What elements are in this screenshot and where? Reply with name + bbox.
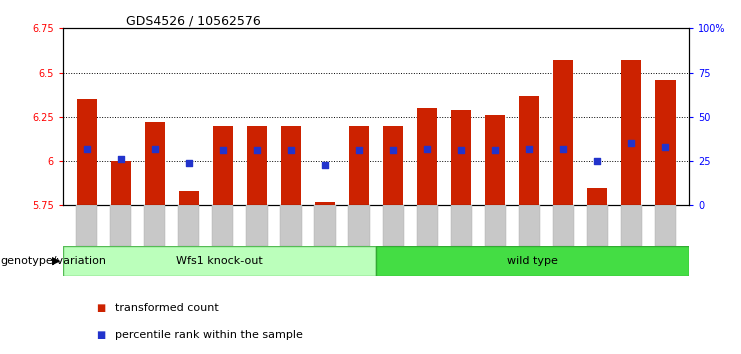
Text: wild type: wild type — [507, 256, 558, 266]
Bar — [416, 205, 438, 246]
Bar — [348, 205, 370, 246]
Bar — [247, 126, 268, 205]
Point — [149, 146, 161, 152]
Point — [81, 146, 93, 152]
Bar — [213, 205, 233, 246]
Bar — [382, 205, 404, 246]
Point — [319, 162, 331, 167]
Point — [115, 156, 127, 162]
Point — [591, 158, 603, 164]
Bar — [281, 126, 301, 205]
Bar — [110, 161, 131, 205]
Bar — [519, 96, 539, 205]
Point — [523, 146, 535, 152]
Bar — [587, 205, 608, 246]
Bar — [314, 205, 336, 246]
Text: ▶: ▶ — [53, 256, 61, 266]
Bar — [451, 110, 471, 205]
Point — [217, 148, 229, 153]
Bar — [519, 205, 539, 246]
Bar — [63, 246, 376, 276]
Bar — [280, 205, 302, 246]
Point — [489, 148, 501, 153]
Point — [455, 148, 467, 153]
Point — [183, 160, 195, 166]
Text: GDS4526 / 10562576: GDS4526 / 10562576 — [126, 14, 261, 27]
Bar — [213, 126, 233, 205]
Bar — [76, 99, 97, 205]
Bar — [587, 188, 608, 205]
Bar — [553, 205, 574, 246]
Text: Wfs1 knock-out: Wfs1 knock-out — [176, 256, 263, 266]
Bar — [621, 205, 642, 246]
Bar — [485, 115, 505, 205]
Bar — [451, 205, 472, 246]
Bar — [553, 60, 574, 205]
Point — [353, 148, 365, 153]
Point — [557, 146, 569, 152]
Point — [285, 148, 297, 153]
Bar — [144, 205, 165, 246]
Text: ■: ■ — [96, 303, 105, 313]
Text: genotype/variation: genotype/variation — [1, 256, 107, 266]
Bar — [655, 205, 676, 246]
Bar — [76, 205, 97, 246]
Point — [251, 148, 263, 153]
Point — [387, 148, 399, 153]
Bar — [349, 126, 369, 205]
Bar — [621, 60, 642, 205]
Point — [659, 144, 671, 150]
Text: ■: ■ — [96, 330, 105, 339]
Bar — [383, 126, 403, 205]
Point — [421, 146, 433, 152]
Bar — [417, 108, 437, 205]
Point — [625, 141, 637, 146]
Text: transformed count: transformed count — [115, 303, 219, 313]
Bar — [655, 80, 676, 205]
Bar — [179, 205, 199, 246]
Bar — [144, 122, 165, 205]
Bar — [485, 205, 505, 246]
Bar — [315, 202, 335, 205]
Bar — [179, 191, 199, 205]
Bar — [376, 246, 689, 276]
Bar — [247, 205, 268, 246]
Bar — [110, 205, 131, 246]
Text: percentile rank within the sample: percentile rank within the sample — [115, 330, 303, 339]
